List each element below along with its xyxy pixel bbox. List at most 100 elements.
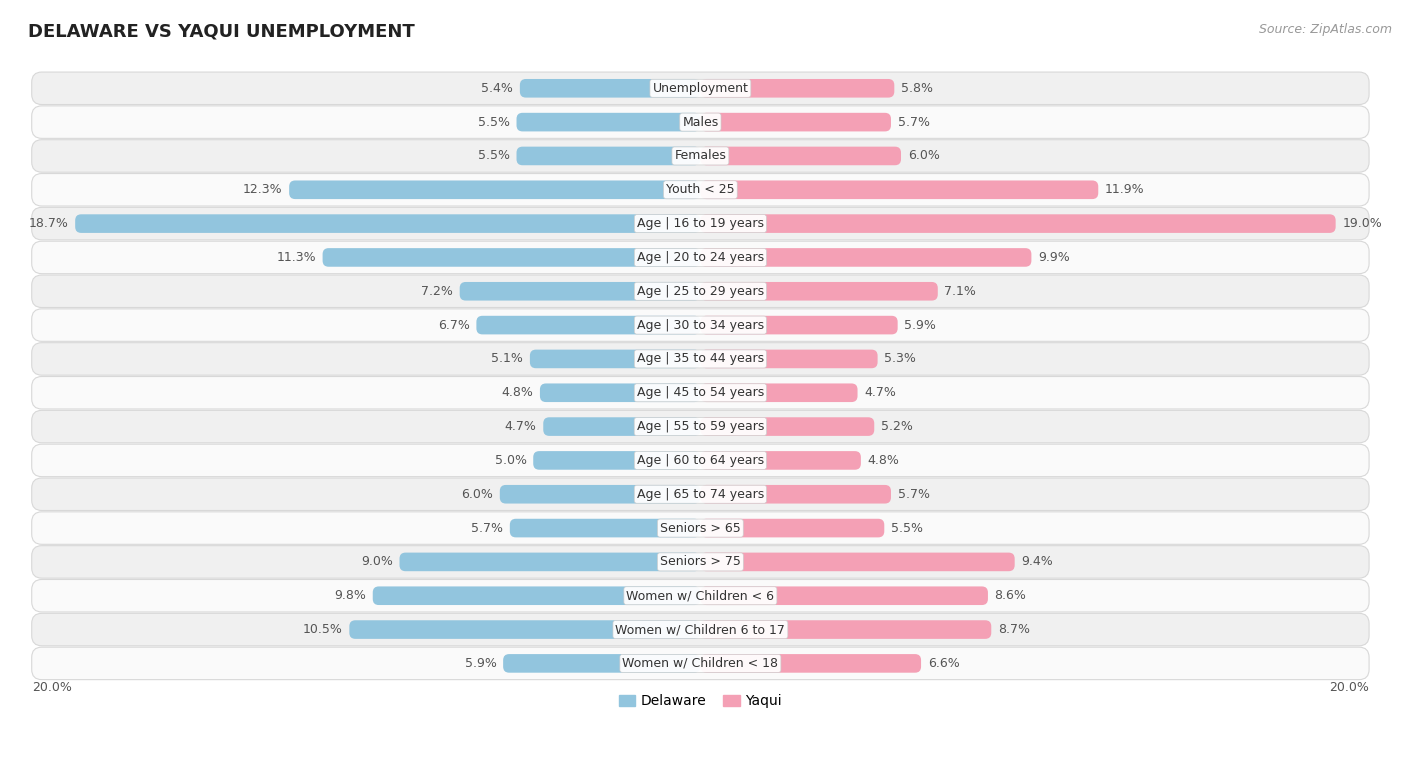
Text: 20.0%: 20.0% [32,681,72,694]
FancyBboxPatch shape [399,553,700,572]
Text: 7.2%: 7.2% [422,285,453,298]
Text: 6.0%: 6.0% [461,488,494,500]
FancyBboxPatch shape [700,553,1015,572]
Text: Age | 16 to 19 years: Age | 16 to 19 years [637,217,763,230]
FancyBboxPatch shape [700,384,858,402]
Text: 11.3%: 11.3% [277,251,316,264]
FancyBboxPatch shape [700,485,891,503]
Text: 4.8%: 4.8% [502,386,533,399]
Text: Age | 55 to 59 years: Age | 55 to 59 years [637,420,763,433]
Text: 9.4%: 9.4% [1021,556,1053,569]
FancyBboxPatch shape [503,654,700,673]
Text: 6.7%: 6.7% [437,319,470,332]
Text: Source: ZipAtlas.com: Source: ZipAtlas.com [1258,23,1392,36]
Text: 5.2%: 5.2% [882,420,912,433]
Text: Females: Females [675,149,727,163]
FancyBboxPatch shape [460,282,700,301]
Text: 12.3%: 12.3% [243,183,283,196]
Text: 5.0%: 5.0% [495,454,526,467]
FancyBboxPatch shape [75,214,700,233]
Text: 4.8%: 4.8% [868,454,900,467]
FancyBboxPatch shape [700,350,877,368]
Text: 11.9%: 11.9% [1105,183,1144,196]
FancyBboxPatch shape [373,587,700,605]
FancyBboxPatch shape [510,519,700,537]
Text: 5.8%: 5.8% [901,82,934,95]
FancyBboxPatch shape [32,376,1369,409]
Text: Youth < 25: Youth < 25 [666,183,735,196]
FancyBboxPatch shape [32,207,1369,240]
FancyBboxPatch shape [32,613,1369,646]
FancyBboxPatch shape [32,106,1369,139]
FancyBboxPatch shape [520,79,700,98]
Text: Age | 20 to 24 years: Age | 20 to 24 years [637,251,763,264]
FancyBboxPatch shape [700,180,1098,199]
Text: Age | 60 to 64 years: Age | 60 to 64 years [637,454,763,467]
FancyBboxPatch shape [322,248,700,266]
Text: Age | 30 to 34 years: Age | 30 to 34 years [637,319,763,332]
FancyBboxPatch shape [700,316,897,335]
FancyBboxPatch shape [700,147,901,165]
FancyBboxPatch shape [543,417,700,436]
Text: 5.3%: 5.3% [884,353,917,366]
Text: 5.9%: 5.9% [464,657,496,670]
FancyBboxPatch shape [700,248,1032,266]
FancyBboxPatch shape [349,620,700,639]
Text: 5.7%: 5.7% [897,116,929,129]
Text: 5.5%: 5.5% [891,522,922,534]
Text: Seniors > 75: Seniors > 75 [659,556,741,569]
FancyBboxPatch shape [32,343,1369,375]
Legend: Delaware, Yaqui: Delaware, Yaqui [613,689,787,714]
FancyBboxPatch shape [700,654,921,673]
FancyBboxPatch shape [32,275,1369,307]
Text: 7.1%: 7.1% [945,285,976,298]
Text: 6.0%: 6.0% [908,149,939,163]
FancyBboxPatch shape [32,478,1369,510]
Text: 9.8%: 9.8% [335,589,366,603]
FancyBboxPatch shape [516,113,700,132]
Text: Age | 65 to 74 years: Age | 65 to 74 years [637,488,763,500]
FancyBboxPatch shape [290,180,700,199]
Text: 4.7%: 4.7% [865,386,896,399]
Text: 19.0%: 19.0% [1343,217,1382,230]
Text: Women w/ Children < 18: Women w/ Children < 18 [623,657,779,670]
FancyBboxPatch shape [540,384,700,402]
FancyBboxPatch shape [700,451,860,469]
Text: 6.6%: 6.6% [928,657,959,670]
Text: 10.5%: 10.5% [302,623,343,636]
Text: 8.6%: 8.6% [994,589,1026,603]
Text: Age | 35 to 44 years: Age | 35 to 44 years [637,353,763,366]
Text: 5.5%: 5.5% [478,116,510,129]
FancyBboxPatch shape [516,147,700,165]
FancyBboxPatch shape [32,546,1369,578]
FancyBboxPatch shape [700,113,891,132]
FancyBboxPatch shape [700,79,894,98]
Text: 9.9%: 9.9% [1038,251,1070,264]
Text: 5.7%: 5.7% [471,522,503,534]
Text: 5.9%: 5.9% [904,319,936,332]
Text: 9.0%: 9.0% [361,556,392,569]
FancyBboxPatch shape [530,350,700,368]
FancyBboxPatch shape [700,214,1336,233]
FancyBboxPatch shape [32,140,1369,172]
FancyBboxPatch shape [533,451,700,469]
Text: 5.5%: 5.5% [478,149,510,163]
FancyBboxPatch shape [700,620,991,639]
Text: 5.7%: 5.7% [897,488,929,500]
FancyBboxPatch shape [32,647,1369,680]
FancyBboxPatch shape [32,173,1369,206]
Text: Age | 45 to 54 years: Age | 45 to 54 years [637,386,763,399]
FancyBboxPatch shape [700,282,938,301]
FancyBboxPatch shape [32,410,1369,443]
Text: 4.7%: 4.7% [505,420,537,433]
Text: Seniors > 65: Seniors > 65 [659,522,741,534]
FancyBboxPatch shape [499,485,700,503]
FancyBboxPatch shape [32,512,1369,544]
Text: DELAWARE VS YAQUI UNEMPLOYMENT: DELAWARE VS YAQUI UNEMPLOYMENT [28,23,415,41]
Text: 8.7%: 8.7% [998,623,1031,636]
FancyBboxPatch shape [32,580,1369,612]
Text: Unemployment: Unemployment [652,82,748,95]
FancyBboxPatch shape [32,241,1369,274]
Text: Males: Males [682,116,718,129]
Text: 5.4%: 5.4% [481,82,513,95]
